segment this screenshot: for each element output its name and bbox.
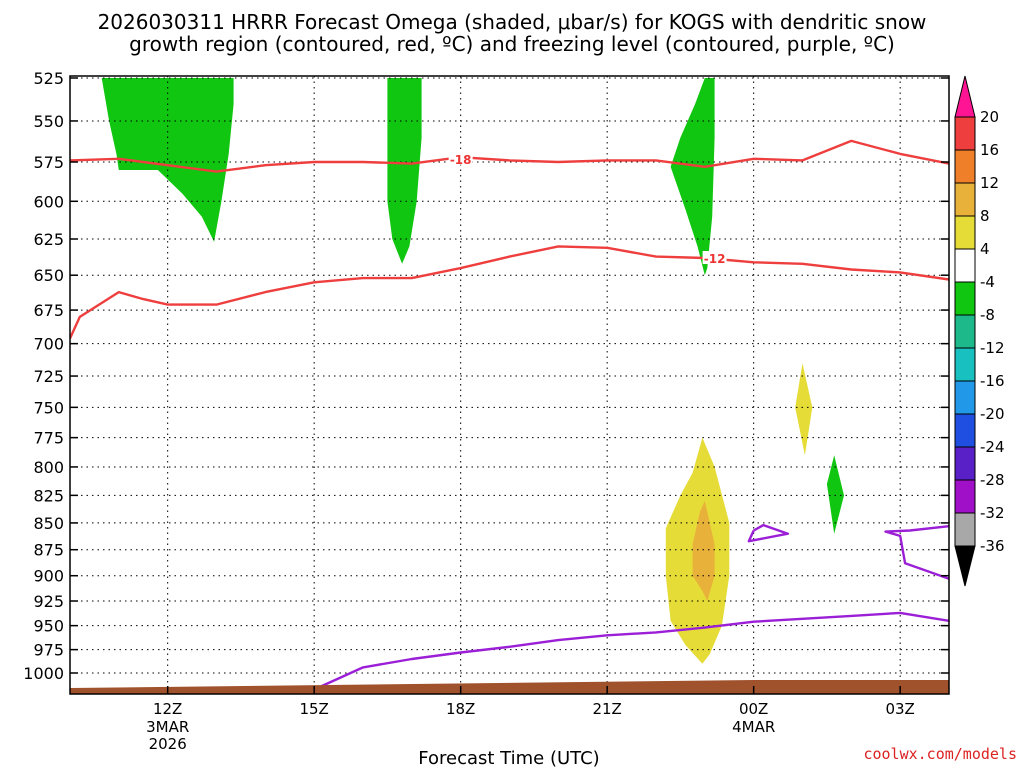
colorbar-bin-4 — [954, 215, 976, 250]
colorbar-bin-7 — [954, 314, 976, 349]
dendritic-contour-0 — [70, 139, 949, 173]
colorbar-label--20: -20 — [980, 405, 1005, 423]
freezing-contour-3 — [747, 523, 790, 543]
grid-lines — [70, 76, 949, 694]
terrain-ground — [70, 680, 949, 694]
colorbar-label-4: 4 — [980, 240, 990, 258]
colorbar-bin-2 — [954, 149, 976, 184]
y-tick-label-575: 575 — [33, 153, 64, 172]
x-tick-label-21Z: 21Z — [592, 700, 621, 718]
colorbar-label--12: -12 — [980, 339, 1005, 357]
y-tick-label-625: 625 — [33, 230, 64, 249]
y-tick-label-825: 825 — [33, 486, 64, 505]
colorbar-bottom-arrow — [954, 545, 976, 587]
dendritic-contour-label-bg-0 — [448, 151, 473, 165]
y-tick-label-900: 900 — [33, 567, 64, 586]
y-tick-label-875: 875 — [33, 541, 64, 560]
colorbar-label--4: -4 — [980, 273, 995, 291]
colorbar-label-8: 8 — [980, 207, 990, 225]
colorbar-label--28: -28 — [980, 471, 1005, 489]
omega-region-green-1 — [387, 78, 422, 264]
x-tick-label-12Z: 12Z — [153, 700, 182, 718]
colorbar-label--16: -16 — [980, 372, 1005, 390]
credit-text: coolwx.com/models — [863, 745, 1017, 763]
dendritic-contour-label-1: -12 — [704, 252, 726, 266]
colorbar-bin-3 — [954, 182, 976, 217]
colorbar-bin-6 — [954, 281, 976, 316]
y-tick-label-550: 550 — [33, 112, 64, 131]
contour-lines: -18 -12 — [70, 139, 949, 691]
y-tick-label-975: 975 — [33, 641, 64, 660]
y-tick-label-700: 700 — [33, 335, 64, 354]
colorbar-bin-13 — [954, 512, 976, 547]
colorbar-label--32: -32 — [980, 504, 1005, 522]
colorbar-label-12: 12 — [980, 174, 999, 192]
dendritic-contour-label-0: -18 — [450, 153, 472, 167]
freezing-contour-2 — [313, 611, 949, 691]
y-tick-label-925: 925 — [33, 592, 64, 611]
colorbar-top-arrow — [954, 75, 976, 118]
plot-frame-rect — [69, 75, 950, 695]
terrain-ground-fill — [70, 680, 949, 694]
y-tick-label-525: 525 — [33, 69, 64, 88]
x-axis-label: Forecast Time (UTC) — [418, 748, 599, 768]
freezing-contour-4 — [884, 525, 949, 580]
dendritic-contour-1 — [70, 245, 949, 339]
y-tick-label-650: 650 — [33, 266, 64, 285]
y-tick-label-675: 675 — [33, 301, 64, 320]
omega-region-green-2 — [670, 78, 715, 276]
x-date-label-3MAR: 3MAR — [146, 718, 189, 736]
colorbar-bin-8 — [954, 347, 976, 382]
x-date-label-2026: 2026 — [149, 735, 187, 753]
dendritic-contour-label-bg-1 — [702, 251, 727, 265]
y-tick-label-1000: 1000 — [23, 664, 64, 683]
x-date-label-4MAR: 4MAR — [732, 718, 775, 736]
x-tick-label-03Z: 03Z — [885, 700, 914, 718]
colorbar-bin-10 — [954, 413, 976, 448]
x-tick-label-15Z: 15Z — [299, 700, 328, 718]
colorbar-bin-5 — [954, 248, 976, 283]
x-tick-label-18Z: 18Z — [446, 700, 475, 718]
omega-region-yellow-7 — [795, 363, 813, 456]
colorbar-bin-11 — [954, 446, 976, 481]
y-tick-label-775: 775 — [33, 429, 64, 448]
colorbar-label--8: -8 — [980, 306, 995, 324]
y-tick-label-950: 950 — [33, 617, 64, 636]
y-tick-label-600: 600 — [33, 192, 64, 211]
y-tick-label-750: 750 — [33, 398, 64, 417]
colorbar-label-16: 16 — [980, 141, 999, 159]
colorbar-bin-9 — [954, 380, 976, 415]
colorbar-label-20: 20 — [980, 108, 999, 126]
plot-frame — [69, 75, 950, 695]
chart-title-line-2: growth region (contoured, red, ºC) and f… — [129, 32, 895, 56]
colorbar-bin-1 — [954, 116, 976, 151]
y-tick-label-800: 800 — [33, 458, 64, 477]
omega-region-green-6 — [826, 455, 844, 534]
y-tick-label-725: 725 — [33, 367, 64, 386]
chart-title-line-1: 2026030311 HRRR Forecast Omega (shaded, … — [98, 10, 927, 34]
colorbar-label--24: -24 — [980, 438, 1005, 456]
y-tick-label-850: 850 — [33, 514, 64, 533]
colorbar: 20 16 12 8 4 -4 -8 -12 -16 -20 -24 -28 -32 -36 — [954, 75, 1005, 587]
colorbar-bin-12 — [954, 479, 976, 514]
y-axis-ticks: 525 550 575 600 625 650 675 700 725 750 775 800 825 8… — [23, 69, 949, 683]
colorbar-label--36: -36 — [980, 537, 1005, 555]
x-tick-label-00Z: 00Z — [739, 700, 768, 718]
